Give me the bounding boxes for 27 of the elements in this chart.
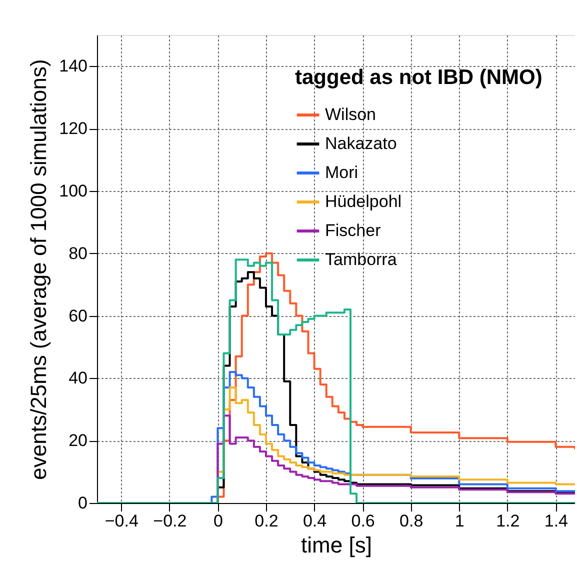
y-tick-label: 20: [68, 431, 88, 450]
y-tick-label: 60: [68, 306, 88, 326]
x-tick-label: −0.4: [104, 512, 138, 530]
legend-label: Mori: [325, 163, 358, 182]
legend-label: Tamborra: [325, 250, 398, 269]
x-tick-label: 1: [454, 512, 464, 530]
x-tick-label: 0.2: [254, 512, 278, 530]
y-tick-label: 40: [68, 368, 88, 388]
y-axis-title: events/25ms (average of 1000 simulations): [26, 59, 52, 480]
x-tick-label: 0.4: [302, 512, 327, 530]
legend-label: Wilson: [325, 105, 376, 124]
legend-label: Nakazato: [325, 134, 397, 153]
y-tick-label: 0: [78, 494, 88, 512]
y-tick-label: 80: [68, 244, 88, 263]
x-axis-title: time [s]: [301, 532, 372, 558]
x-tick-label: 1.2: [496, 512, 520, 530]
x-tick-label: 1.4: [544, 512, 568, 530]
y-tick-label: 140: [59, 56, 88, 76]
legend-label: Fischer: [325, 221, 382, 240]
x-tick-label: 0.8: [400, 512, 424, 530]
legend-label: Hüdelpohl: [325, 192, 402, 211]
x-tick-label: 0.6: [351, 512, 375, 530]
legend-title: tagged as not IBD (NMO): [295, 66, 542, 89]
x-tick-label: 0: [213, 512, 223, 530]
x-tick-label: −0.2: [153, 512, 187, 530]
y-tick-label: 120: [59, 119, 88, 138]
y-tick-label: 100: [59, 182, 88, 200]
